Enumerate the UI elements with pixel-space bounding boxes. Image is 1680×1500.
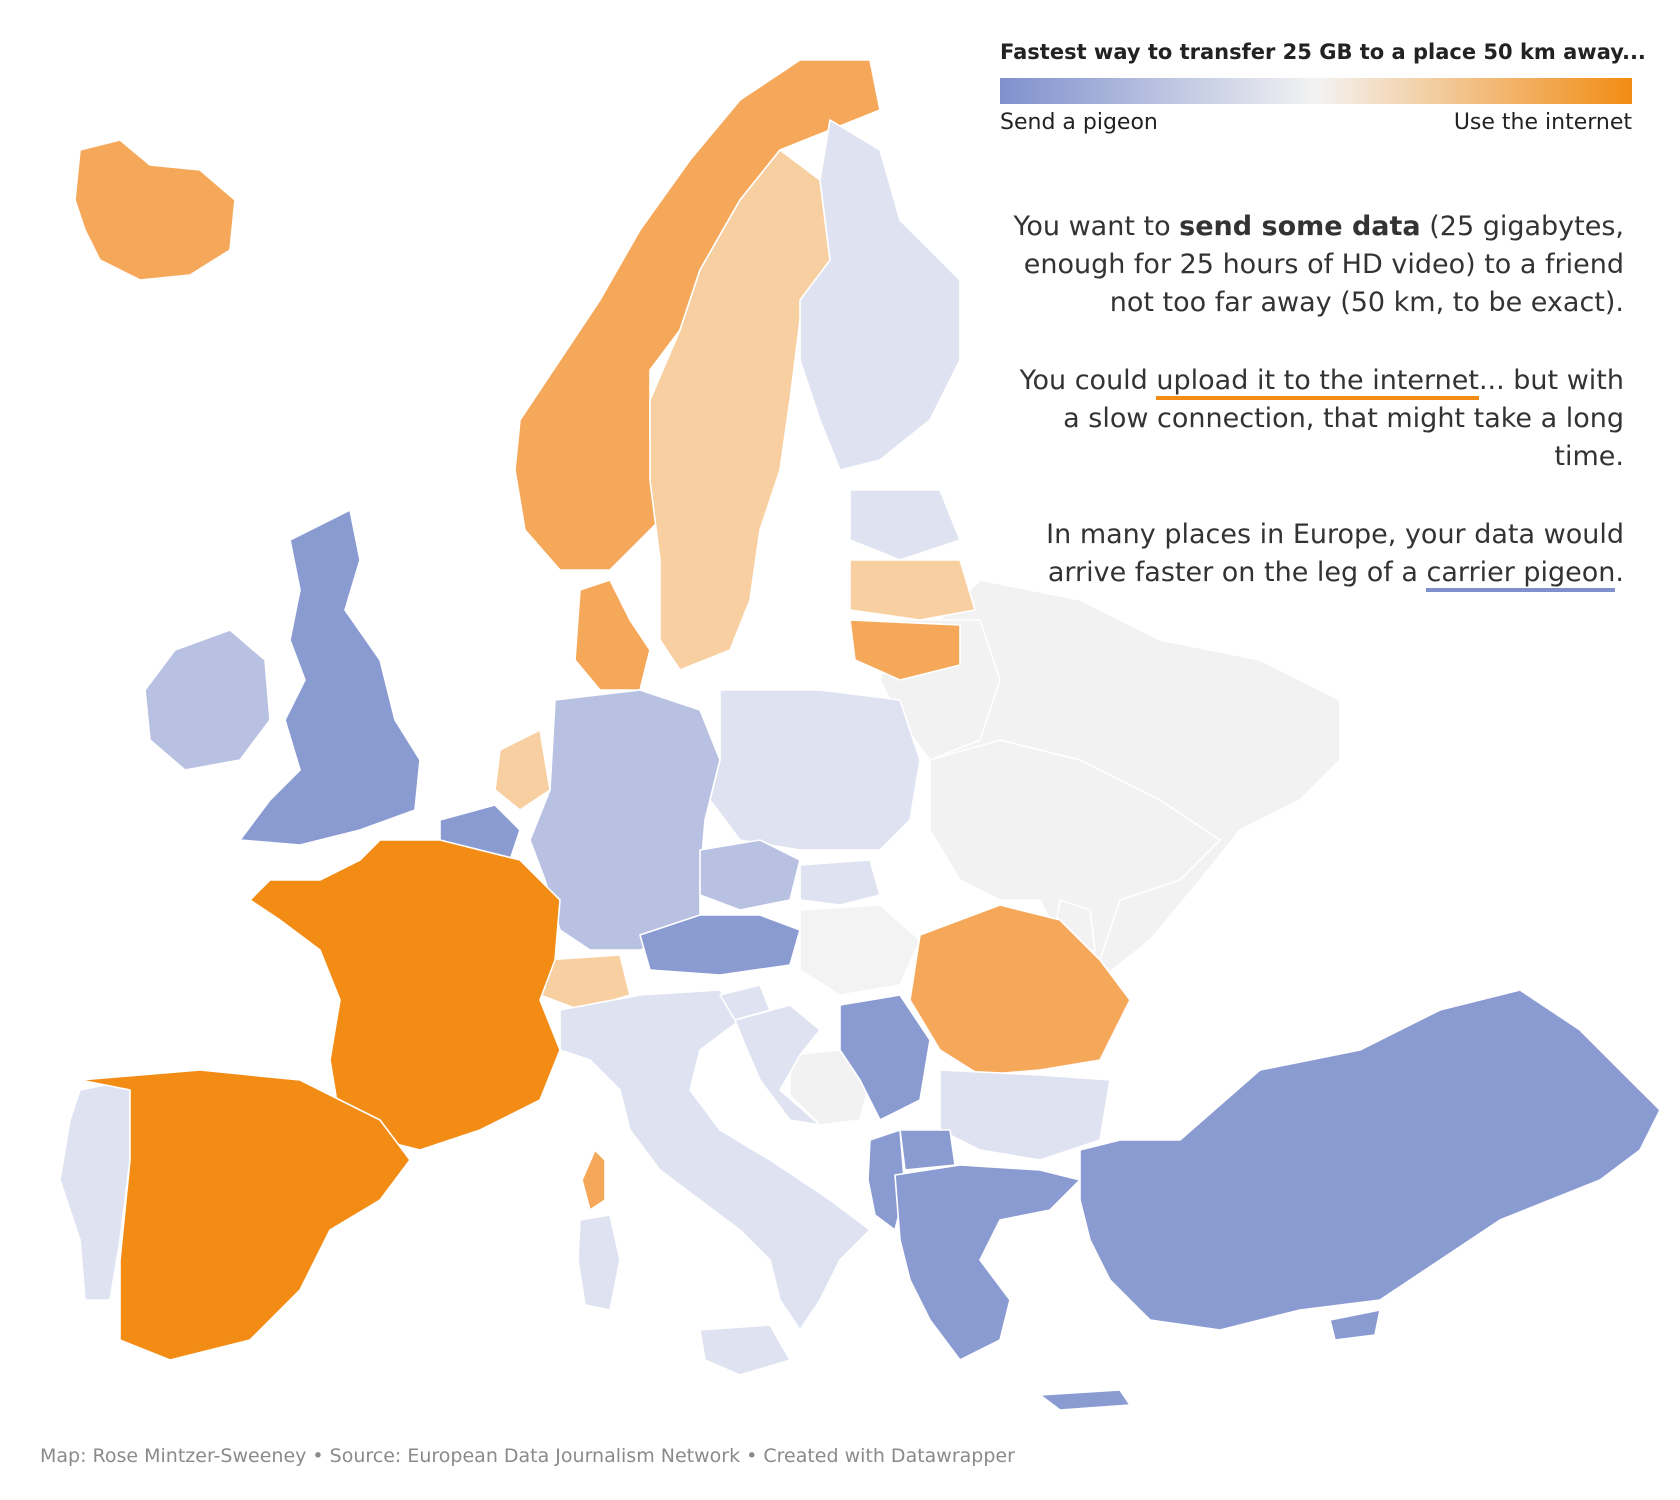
region-Sardinia bbox=[577, 1214, 621, 1311]
region-Serbia bbox=[839, 994, 931, 1121]
legend-left-label: Send a pigeon bbox=[1000, 110, 1158, 135]
region-Estonia bbox=[849, 489, 961, 561]
region-Czechia bbox=[699, 839, 801, 911]
region-Greece bbox=[894, 1164, 1081, 1361]
region-Crete bbox=[1039, 1389, 1131, 1411]
pigeon-underline-phrase: carrier pigeon bbox=[1426, 557, 1616, 592]
region-Lithuania bbox=[849, 619, 961, 681]
legend: Fastest way to transfer 25 GB to a place… bbox=[1000, 40, 1646, 135]
region-Hungary bbox=[799, 904, 921, 996]
legend-labels: Send a pigeon Use the internet bbox=[1000, 110, 1632, 135]
region-Cyprus bbox=[1329, 1309, 1381, 1341]
region-Corsica bbox=[581, 1149, 606, 1211]
region-Turkey bbox=[1079, 989, 1661, 1331]
region-North Macedonia bbox=[899, 1129, 956, 1171]
region-Slovakia bbox=[799, 859, 881, 906]
region-Spain bbox=[79, 1069, 411, 1361]
legend-right-label: Use the internet bbox=[1453, 110, 1632, 135]
region-Italy bbox=[559, 989, 871, 1331]
region-Finland bbox=[799, 119, 961, 471]
region-Poland bbox=[709, 689, 921, 851]
region-Iceland bbox=[74, 139, 236, 281]
region-Bulgaria bbox=[939, 1069, 1111, 1161]
legend-color-scale bbox=[1000, 78, 1632, 104]
internet-underline-phrase: upload it to the internet bbox=[1156, 365, 1479, 400]
region-Sicily bbox=[699, 1324, 791, 1376]
region-Netherlands bbox=[494, 729, 551, 811]
region-Ukraine bbox=[929, 739, 1221, 961]
story-text: You want to send some data (25 gigabytes… bbox=[1004, 208, 1624, 632]
story-paragraph-1: You want to send some data (25 gigabytes… bbox=[1013, 211, 1624, 318]
legend-title: Fastest way to transfer 25 GB to a place… bbox=[1000, 40, 1646, 64]
story-paragraph-3: In many places in Europe, your data woul… bbox=[1004, 516, 1624, 592]
region-Denmark bbox=[574, 579, 651, 691]
region-United Kingdom bbox=[239, 509, 421, 846]
region-Albania bbox=[867, 1129, 906, 1231]
story-bold-phrase: send some data bbox=[1179, 211, 1421, 242]
region-Romania bbox=[909, 904, 1131, 1076]
region-Ireland bbox=[144, 629, 271, 771]
region-Croatia bbox=[734, 1004, 821, 1126]
region-Latvia bbox=[849, 559, 976, 621]
story-paragraph-2: You could upload it to the internet... b… bbox=[1019, 365, 1624, 472]
region-Austria bbox=[639, 914, 801, 976]
credits: Map: Rose Mintzer-Sweeney • Source: Euro… bbox=[40, 1445, 1015, 1467]
